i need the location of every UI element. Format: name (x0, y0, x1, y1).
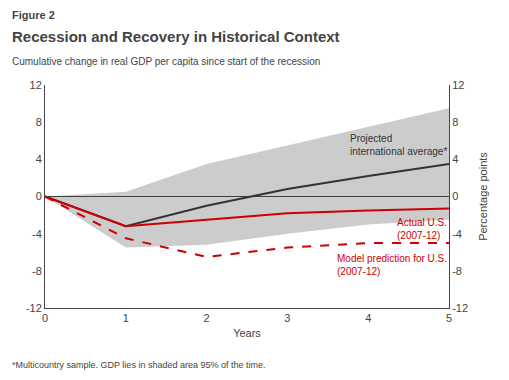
svg-text:Projectedinternational average: Projectedinternational average* (350, 133, 447, 157)
svg-text:Cumulative change in real GDP: Cumulative change in real GDP per capita… (12, 56, 320, 67)
svg-text:Model prediction for U.S.(2007: Model prediction for U.S.(2007-12) (337, 253, 447, 277)
svg-text:-4: -4 (32, 228, 42, 240)
svg-text:-12: -12 (26, 302, 42, 314)
svg-text:*Multicountry sample. GDP lies: *Multicountry sample. GDP lies in shaded… (12, 360, 265, 370)
svg-text:-8: -8 (32, 265, 42, 277)
svg-text:Years: Years (233, 327, 261, 339)
svg-text:3: 3 (284, 312, 290, 324)
svg-text:-8: -8 (452, 265, 462, 277)
svg-text:2: 2 (204, 312, 210, 324)
svg-text:Recession and Recovery in Hist: Recession and Recovery in Historical Con… (12, 28, 340, 45)
svg-text:12: 12 (30, 79, 42, 91)
svg-text:-12: -12 (452, 302, 468, 314)
svg-text:Percentage points: Percentage points (477, 152, 489, 241)
svg-text:0: 0 (42, 312, 48, 324)
svg-text:0: 0 (452, 190, 458, 202)
svg-text:12: 12 (452, 79, 464, 91)
svg-text:Figure 2: Figure 2 (12, 9, 55, 21)
svg-text:5: 5 (446, 312, 452, 324)
svg-text:4: 4 (365, 312, 371, 324)
svg-text:8: 8 (36, 116, 42, 128)
svg-text:4: 4 (452, 153, 458, 165)
svg-text:0: 0 (36, 190, 42, 202)
svg-text:8: 8 (452, 116, 458, 128)
svg-text:1: 1 (123, 312, 129, 324)
svg-text:4: 4 (36, 153, 42, 165)
svg-text:Actual U.S.(2007-12): Actual U.S.(2007-12) (397, 217, 447, 241)
svg-text:-4: -4 (452, 228, 462, 240)
